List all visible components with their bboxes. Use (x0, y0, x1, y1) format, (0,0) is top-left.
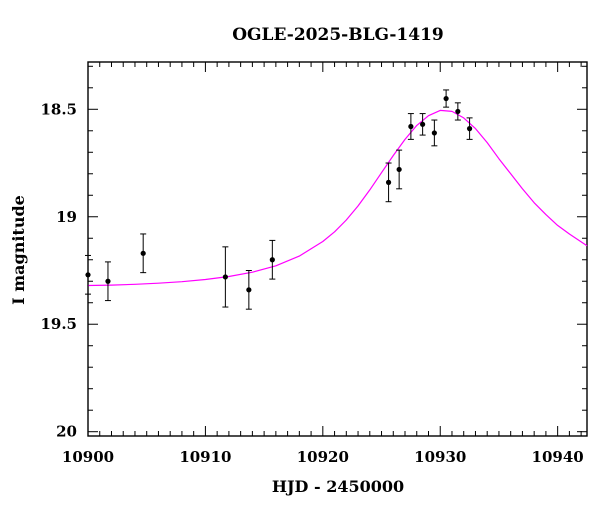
data-point (269, 239, 276, 280)
y-tick-label: 18.5 (40, 100, 77, 118)
data-point (466, 117, 473, 140)
data-marker (385, 179, 392, 185)
x-tick-label: 10940 (532, 448, 584, 466)
data-marker (431, 130, 437, 136)
data-marker (455, 108, 461, 115)
data-marker (269, 257, 275, 263)
data-point (385, 162, 392, 203)
data-marker (85, 272, 91, 278)
data-marker (246, 287, 252, 293)
data-marker (105, 278, 111, 284)
y-tick-label: 19.5 (40, 315, 77, 333)
x-tick-label: 10900 (62, 448, 114, 466)
data-point (443, 89, 450, 108)
data-point (419, 113, 426, 136)
model-curve-layer (87, 109, 588, 287)
data-point (245, 269, 252, 310)
model-curve (87, 109, 588, 287)
y-tick-label: 19 (56, 208, 77, 226)
x-tick-label: 10930 (414, 448, 466, 466)
data-point (454, 102, 461, 121)
chart-title: OGLE-2025-BLG-1419 (232, 25, 444, 45)
data-marker (140, 250, 146, 256)
data-marker (222, 274, 228, 280)
data-points-layer (85, 89, 473, 310)
data-point (396, 149, 403, 190)
x-axis-ticks: 10900 10910 10920 10930 10940 (62, 62, 584, 466)
y-axis-ticks: 18.5 19 19.5 20 (40, 65, 587, 441)
x-axis-label: HJD - 2450000 (272, 477, 404, 496)
x-tick-label: 10910 (179, 448, 231, 466)
data-marker (466, 126, 473, 132)
plot-border (87, 61, 588, 437)
data-marker (408, 123, 414, 130)
data-point (85, 254, 91, 295)
data-point (222, 246, 229, 308)
data-marker (443, 95, 449, 102)
y-axis-label: I magnitude (9, 195, 28, 305)
y-tick-label: 20 (56, 423, 77, 441)
data-marker (420, 121, 426, 127)
data-point (140, 233, 147, 274)
data-point (407, 113, 414, 140)
data-point (104, 261, 111, 302)
x-tick-label: 10920 (297, 448, 349, 466)
data-point (431, 119, 438, 147)
plot-frame (87, 61, 588, 437)
data-marker (396, 166, 402, 173)
